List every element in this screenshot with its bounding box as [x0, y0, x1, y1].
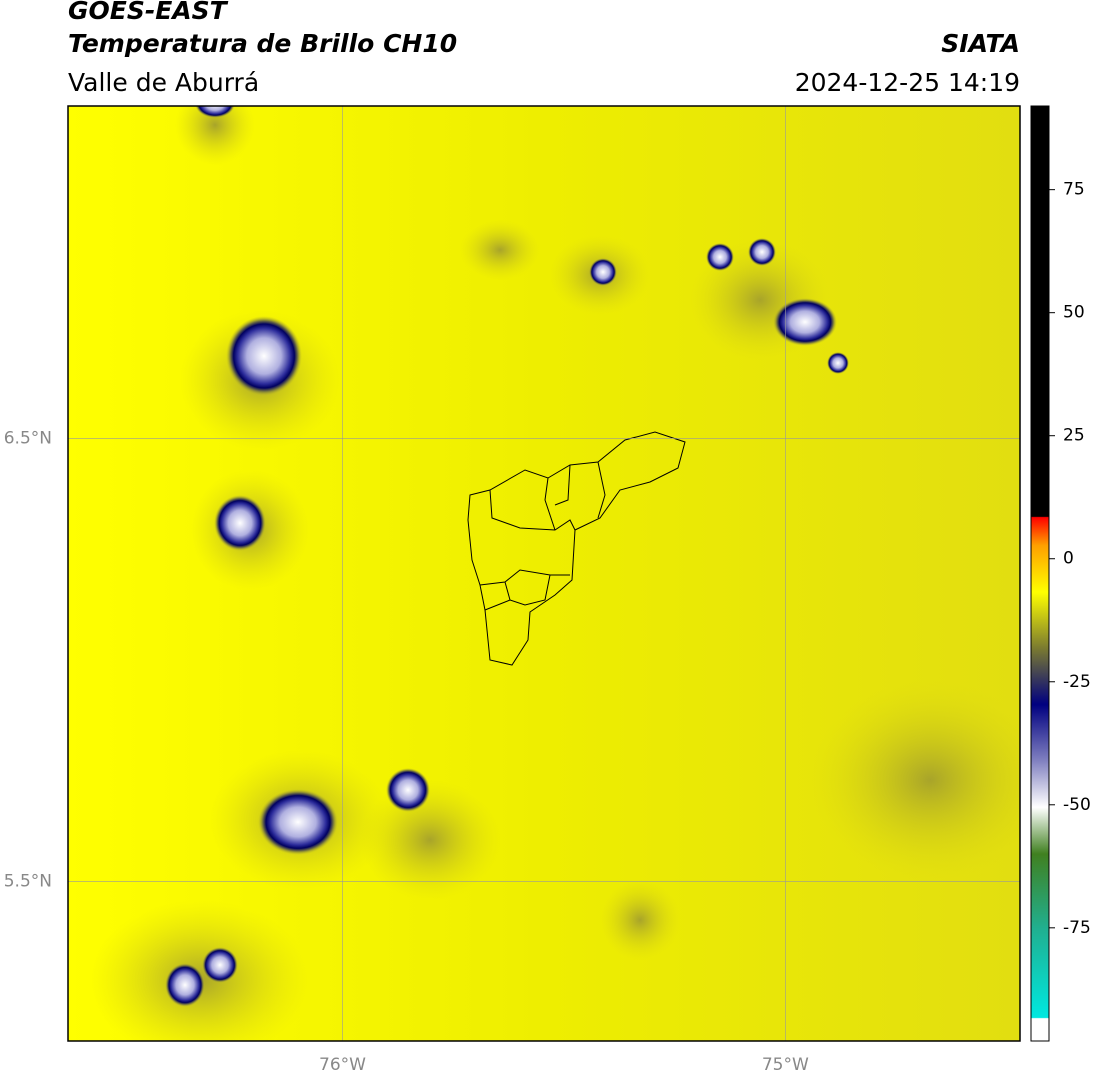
colorbar-label: -25 — [1063, 672, 1091, 692]
datetime: 2024-12-25 14:19 — [795, 68, 1020, 97]
colorbar-label: 0 — [1063, 549, 1074, 569]
lat-label: 5.5°N — [4, 871, 52, 891]
lon-label: 75°W — [762, 1055, 809, 1075]
colorbar-label: -75 — [1063, 918, 1091, 938]
lat-label: 6.5°N — [4, 428, 52, 448]
colorbar-label: 25 — [1063, 426, 1085, 446]
colorbar-label: 75 — [1063, 180, 1085, 200]
colorbar-label: -50 — [1063, 795, 1091, 815]
valley-outline — [467, 431, 686, 666]
colorbar-label: 50 — [1063, 303, 1085, 323]
colorbar — [1030, 105, 1050, 1042]
map-field — [68, 106, 1020, 1041]
subtitle: Temperatura de Brillo CH10 — [68, 29, 457, 58]
source: SIATA — [941, 29, 1020, 58]
graticule — [68, 106, 1020, 1041]
map-frame — [67, 105, 1021, 1042]
lon-label: 76°W — [319, 1055, 366, 1075]
title: GOES-EAST — [68, 0, 229, 25]
region: Valle de Aburrá — [68, 68, 259, 97]
